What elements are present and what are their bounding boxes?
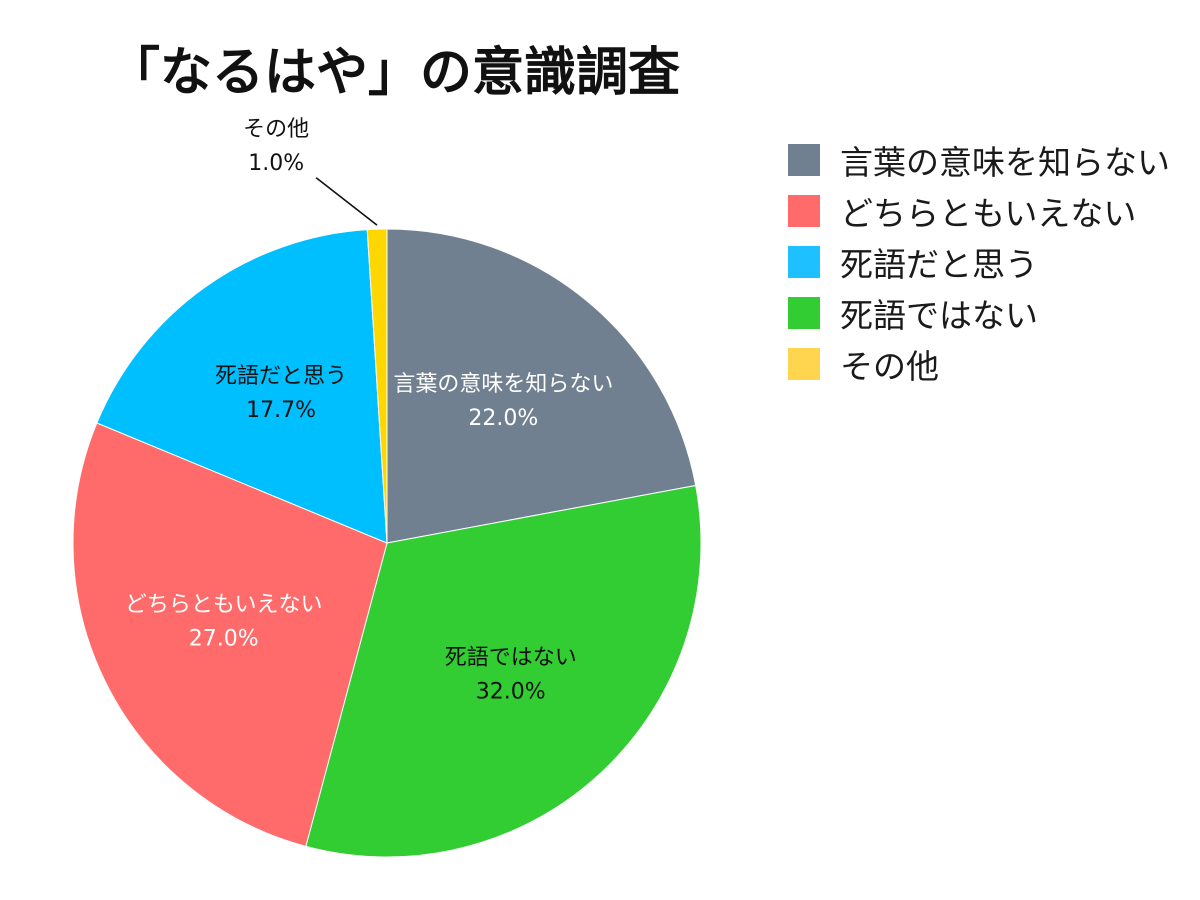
slice-value-label: 1.0% [248, 151, 304, 176]
slice-value-label: 17.7% [246, 398, 316, 423]
legend-item: 言葉の意味を知らない [788, 134, 1170, 185]
legend-label: 言葉の意味を知らない [840, 142, 1170, 182]
legend-swatch [788, 347, 820, 380]
legend: 言葉の意味を知らない どちらともいえない 死語だと思う 死語ではない その他 [788, 134, 1170, 389]
pie-slice [96, 229, 388, 544]
slice-category-label: 言葉の意味を知らない [393, 372, 613, 397]
legend-label: その他 [840, 346, 939, 386]
pie-slice [366, 228, 388, 544]
legend-item: その他 [788, 338, 1170, 389]
legend-item: 死語ではない [788, 287, 1170, 338]
pie-slice [386, 228, 697, 544]
legend-swatch [788, 245, 820, 278]
legend-label: 死語ではない [840, 295, 1038, 335]
slice-category-label: 死語ではない [445, 646, 577, 671]
slice-value-label: 22.0% [468, 406, 538, 431]
leader-line [315, 177, 378, 226]
legend-label: どちらともいえない [840, 193, 1137, 233]
pie-slice [72, 422, 388, 847]
legend-swatch [788, 296, 820, 329]
legend-label: 死語だと思う [840, 244, 1038, 284]
slice-category-label: どちらともいえない [125, 593, 323, 618]
slice-value-label: 27.0% [189, 627, 259, 652]
legend-swatch [788, 194, 820, 227]
slice-category-label: その他 [243, 117, 309, 142]
slice-category-label: 死語だと思う [215, 364, 347, 389]
legend-item: どちらともいえない [788, 185, 1170, 236]
pie-slice [305, 484, 702, 858]
legend-swatch [788, 143, 820, 176]
chart-title: 「なるはや」の意識調査 [108, 43, 681, 103]
legend-item: 死語だと思う [788, 236, 1170, 287]
slice-value-label: 32.0% [476, 680, 546, 705]
